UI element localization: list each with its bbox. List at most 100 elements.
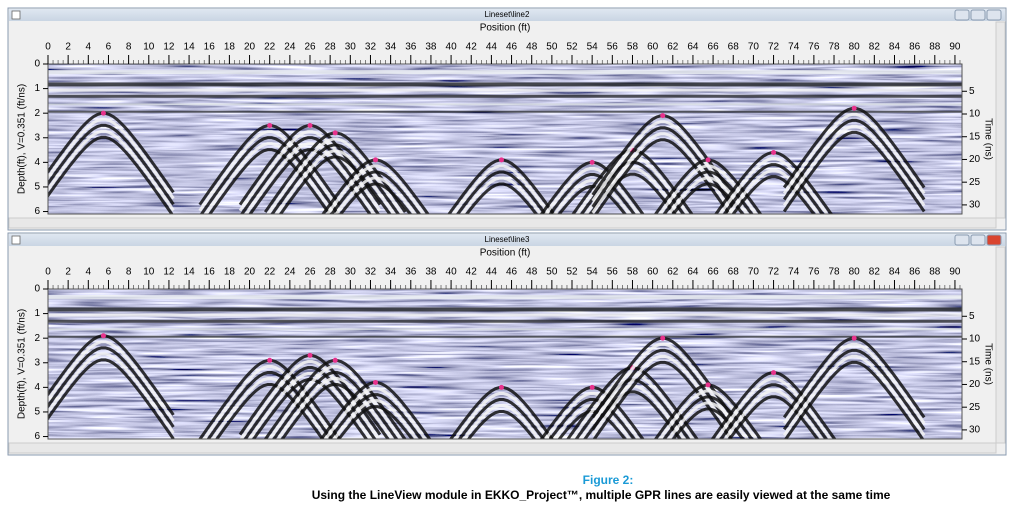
hyperbola (460, 176, 543, 214)
window-button[interactable] (954, 9, 970, 21)
y-tick-label: 2 (34, 108, 40, 119)
hyperbola (591, 120, 734, 202)
hyperbola (48, 358, 175, 439)
x-tick-label: 26 (304, 42, 316, 53)
hyperbola (48, 135, 174, 214)
x-tick-label: 70 (748, 42, 760, 53)
y2-axis-label: Time (ns) (982, 118, 993, 160)
x-tick-label: 90 (949, 267, 961, 278)
y2-tick-label: 15 (969, 131, 981, 142)
hyperbola (464, 182, 539, 214)
x-tick-label: 6 (106, 267, 112, 278)
window-button[interactable] (970, 9, 986, 21)
hyperbola (544, 167, 641, 214)
x-tick-label: 90 (949, 42, 961, 53)
window-button[interactable] (986, 234, 1002, 246)
hyperbola (334, 176, 417, 214)
x-tick-label: 28 (325, 267, 337, 278)
reflector-band (48, 110, 962, 113)
pick-point (851, 335, 857, 341)
hyperbola (719, 383, 828, 439)
x-tick-label: 60 (647, 42, 659, 53)
reflector-band (48, 70, 962, 75)
hyperbola (727, 395, 820, 439)
x-tick-label: 68 (728, 42, 740, 53)
hyperbola (784, 360, 925, 439)
title-bar (9, 9, 1005, 21)
x-tick-label: 82 (869, 42, 881, 53)
reflector-band (48, 82, 962, 87)
window-button[interactable] (970, 234, 986, 246)
hyperbola (202, 364, 337, 439)
x-tick-label: 12 (163, 42, 175, 53)
hyperbola (276, 376, 395, 439)
pick-point (851, 105, 857, 111)
y2-tick-label: 30 (969, 200, 981, 211)
y-tick-label: 6 (34, 431, 40, 442)
pick-point (705, 157, 711, 163)
hyperbola (662, 170, 754, 214)
x-tick-label: 74 (788, 267, 800, 278)
window-button[interactable] (986, 9, 1002, 21)
pick-point (589, 159, 595, 165)
pick-point (373, 379, 379, 385)
y-tick-label: 1 (34, 308, 40, 319)
x-tick-label: 54 (587, 267, 599, 278)
x-tick-label: 70 (748, 267, 760, 278)
x-tick-label: 30 (345, 42, 357, 53)
hyperbola (594, 138, 732, 214)
x-tick-label: 4 (86, 42, 92, 53)
x-tick-label: 84 (889, 267, 901, 278)
pick-point (373, 157, 379, 163)
hyperbola (662, 395, 754, 439)
x-tick-label: 42 (466, 42, 478, 53)
hyperbola (782, 342, 926, 425)
y-axis-label: Depth(ft), V=0.351 (ft/ns) (17, 309, 28, 419)
x-tick-label: 22 (264, 42, 276, 53)
x-tick-label: 44 (486, 267, 498, 278)
h-scrollbar[interactable] (8, 217, 997, 229)
reflector-band (48, 319, 962, 323)
x-tick-label: 2 (65, 42, 71, 53)
x-tick-label: 60 (647, 267, 659, 278)
pick-point (267, 122, 273, 128)
window-button[interactable] (954, 234, 970, 246)
x-tick-label: 46 (506, 42, 518, 53)
hyperbola (548, 173, 636, 214)
x-tick-label: 66 (708, 42, 720, 53)
x-tick-label: 6 (106, 42, 112, 53)
title-bar (9, 234, 1005, 246)
y2-tick-label: 5 (969, 311, 975, 322)
x-tick-label: 40 (446, 267, 458, 278)
v-scrollbar[interactable] (995, 246, 1006, 444)
hyperbola (782, 112, 926, 195)
x-tick-label: 22 (264, 267, 276, 278)
x-tick-label: 56 (607, 42, 619, 53)
v-scrollbar[interactable] (995, 21, 1006, 219)
hyperbola (583, 390, 682, 439)
x-tick-label: 76 (808, 267, 820, 278)
hyperbola (731, 175, 816, 214)
pick-point (332, 130, 338, 136)
hyperbola (206, 370, 333, 439)
x-tick-label: 20 (244, 267, 256, 278)
y2-tick-label: 10 (969, 109, 981, 120)
x-tick-label: 38 (425, 267, 437, 278)
x-axis-label: Position (ft) (480, 248, 531, 259)
h-scrollbar[interactable] (8, 442, 997, 454)
x-tick-label: 14 (184, 42, 196, 53)
x-tick-label: 48 (526, 42, 538, 53)
x-tick-label: 44 (486, 42, 498, 53)
hyperbola (466, 410, 537, 439)
x-tick-label: 84 (889, 42, 901, 53)
hyperbola (544, 392, 641, 439)
x-tick-label: 88 (929, 42, 941, 53)
x-tick-label: 42 (466, 267, 478, 278)
hyperbola (584, 166, 681, 214)
x-tick-label: 32 (365, 267, 377, 278)
x-tick-label: 66 (708, 267, 720, 278)
hyperbola (215, 382, 325, 439)
hyperbola (782, 130, 926, 213)
x-tick-label: 58 (627, 42, 639, 53)
reflector-band (48, 94, 962, 98)
